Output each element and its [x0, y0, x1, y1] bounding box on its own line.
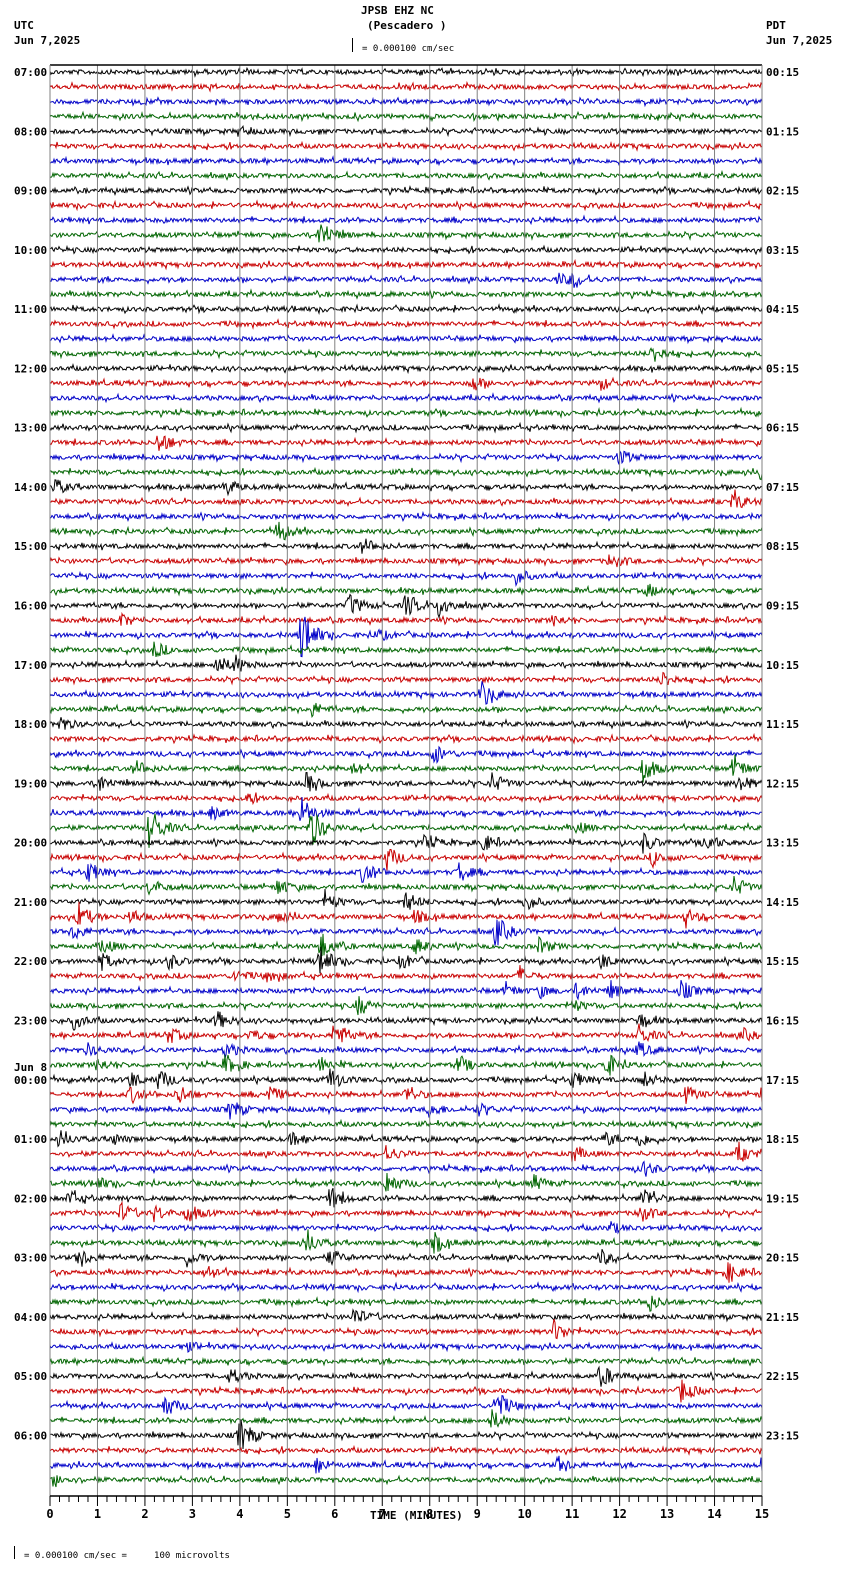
svg-text:12:00: 12:00: [14, 362, 47, 375]
svg-text:19:00: 19:00: [14, 777, 47, 790]
scale-text: = 0.000100 cm/sec: [362, 44, 455, 54]
svg-text:02:15: 02:15: [766, 185, 799, 198]
svg-text:16:00: 16:00: [14, 600, 47, 613]
x-tick-label: 1: [94, 1507, 101, 1521]
svg-text:19:15: 19:15: [766, 1192, 799, 1205]
svg-text:10:15: 10:15: [766, 659, 799, 672]
svg-text:15:00: 15:00: [14, 540, 47, 553]
svg-text:15:15: 15:15: [766, 955, 799, 968]
svg-text:17:00: 17:00: [14, 659, 47, 672]
scale-bar-icon: [352, 38, 353, 52]
x-tick-label: 0: [46, 1507, 53, 1521]
x-tick-label: 5: [284, 1507, 291, 1521]
svg-text:13:00: 13:00: [14, 422, 47, 435]
svg-text:00:15: 00:15: [766, 66, 799, 79]
traces: [49, 66, 763, 1488]
svg-text:14:00: 14:00: [14, 481, 47, 494]
svg-text:01:00: 01:00: [14, 1133, 47, 1146]
svg-text:11:00: 11:00: [14, 303, 47, 316]
footer-scale-icon: [14, 1546, 15, 1559]
svg-text:06:15: 06:15: [766, 422, 799, 435]
station-location: (Pescadero ): [367, 19, 447, 32]
svg-text:17:15: 17:15: [766, 1074, 799, 1087]
svg-text:21:15: 21:15: [766, 1311, 799, 1324]
footer-scale-note: = 0.000100 cm/sec = 100 microvolts: [24, 1551, 230, 1561]
x-tick-label: 3: [189, 1507, 196, 1521]
x-tick-label: 9: [474, 1507, 481, 1521]
svg-text:Jun 8: Jun 8: [14, 1061, 47, 1074]
svg-text:21:00: 21:00: [14, 896, 47, 909]
svg-text:23:15: 23:15: [766, 1429, 799, 1442]
svg-text:09:00: 09:00: [14, 185, 47, 198]
station-title: JPSB EHZ NC: [361, 4, 434, 17]
svg-text:13:15: 13:15: [766, 837, 799, 850]
x-tick-label: 12: [612, 1507, 626, 1521]
left-timezone: UTC: [14, 19, 34, 32]
svg-text:16:15: 16:15: [766, 1014, 799, 1027]
left-time-labels: 07:00 08:00 09:00 10:00 11:00 12:00 13:00 14:00…: [14, 66, 47, 1442]
x-tick-label: 8: [426, 1507, 433, 1521]
left-date: Jun 7,2025: [14, 34, 81, 47]
svg-text:14:15: 14:15: [766, 896, 799, 909]
x-axis-ticks: 0 1 2 3 4 5 6 7 8 9 10 11 12 13 14 15: [46, 1496, 769, 1521]
svg-text:03:00: 03:00: [14, 1252, 47, 1265]
right-time-labels: 00:15 01:15 02:15 03:15 04:15 05:15 06:15 07:15…: [766, 66, 799, 1442]
x-tick-label: 13: [660, 1507, 674, 1521]
svg-text:18:00: 18:00: [14, 718, 47, 731]
x-tick-label: 14: [707, 1507, 721, 1521]
svg-text:05:00: 05:00: [14, 1370, 47, 1383]
svg-text:08:00: 08:00: [14, 125, 47, 138]
svg-text:20:15: 20:15: [766, 1252, 799, 1265]
svg-text:22:15: 22:15: [766, 1370, 799, 1383]
svg-text:01:15: 01:15: [766, 125, 799, 138]
x-tick-label: 10: [517, 1507, 531, 1521]
svg-text:07:15: 07:15: [766, 481, 799, 494]
minute-gridlines: [96, 65, 716, 1496]
x-tick-label: 7: [379, 1507, 386, 1521]
svg-text:12:15: 12:15: [766, 777, 799, 790]
x-tick-label: 4: [236, 1507, 243, 1521]
svg-text:00:00: 00:00: [14, 1074, 47, 1087]
svg-text:08:15: 08:15: [766, 540, 799, 553]
svg-text:10:00: 10:00: [14, 244, 47, 257]
svg-text:05:15: 05:15: [766, 362, 799, 375]
x-tick-label: 15: [755, 1507, 769, 1521]
svg-text:03:15: 03:15: [766, 244, 799, 257]
svg-text:04:00: 04:00: [14, 1311, 47, 1324]
svg-text:09:15: 09:15: [766, 600, 799, 613]
right-date: Jun 7,2025: [766, 34, 833, 47]
svg-text:20:00: 20:00: [14, 837, 47, 850]
svg-text:18:15: 18:15: [766, 1133, 799, 1146]
svg-text:23:00: 23:00: [14, 1014, 47, 1027]
x-axis-label: TIME (MINUTES): [370, 1509, 463, 1522]
svg-text:11:15: 11:15: [766, 718, 799, 731]
svg-text:04:15: 04:15: [766, 303, 799, 316]
x-tick-label: 2: [141, 1507, 148, 1521]
svg-text:02:00: 02:00: [14, 1192, 47, 1205]
svg-text:07:00: 07:00: [14, 66, 47, 79]
right-timezone: PDT: [766, 19, 786, 32]
svg-text:06:00: 06:00: [14, 1429, 47, 1442]
x-tick-label: 11: [565, 1507, 579, 1521]
x-tick-label: 6: [331, 1507, 338, 1521]
svg-text:22:00: 22:00: [14, 955, 47, 968]
